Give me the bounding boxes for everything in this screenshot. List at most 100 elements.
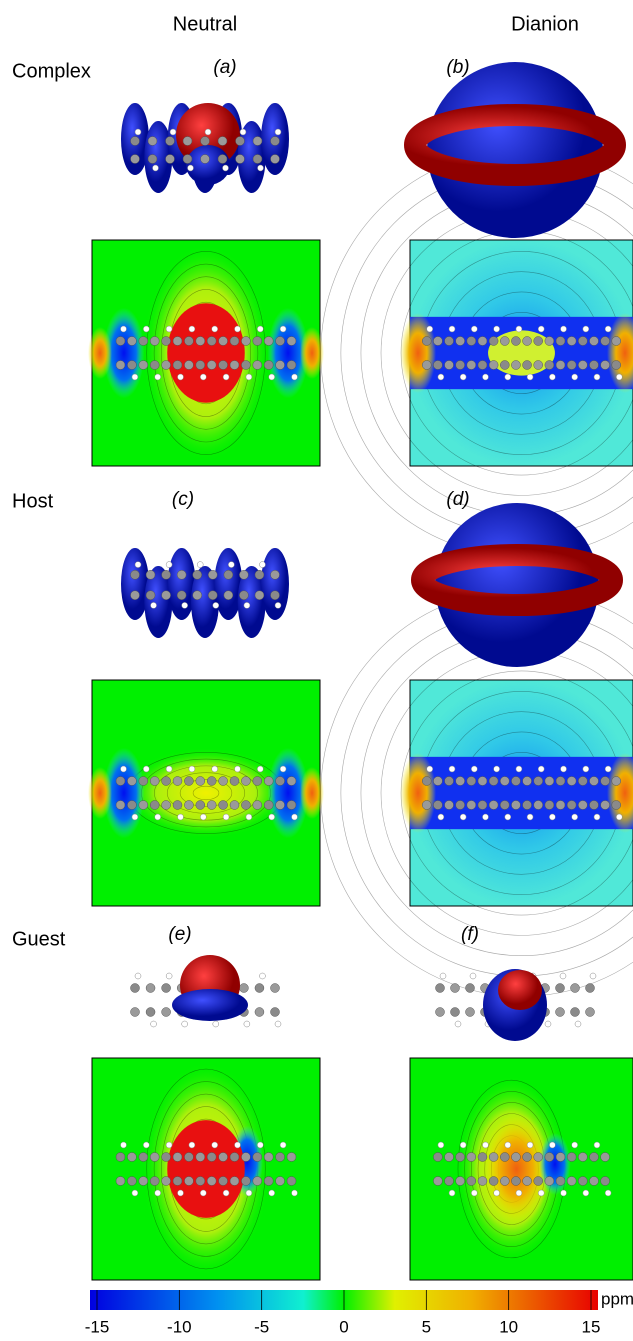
atom bbox=[241, 1152, 251, 1162]
blue-iso bbox=[191, 566, 219, 638]
hydrogen bbox=[211, 765, 218, 773]
orange-lobe bbox=[400, 313, 436, 393]
atom bbox=[544, 1176, 555, 1186]
atom bbox=[566, 360, 577, 370]
atom bbox=[252, 136, 263, 146]
atom bbox=[600, 800, 610, 810]
hydrogen bbox=[268, 373, 275, 381]
atom bbox=[589, 1176, 599, 1186]
atom bbox=[254, 570, 265, 580]
red-iso bbox=[498, 970, 542, 1010]
atom bbox=[138, 1152, 149, 1162]
hydrogen bbox=[150, 602, 157, 609]
atom bbox=[455, 1176, 465, 1186]
hydrogen bbox=[120, 1141, 127, 1149]
atom bbox=[200, 154, 210, 164]
atom bbox=[455, 800, 465, 810]
atom bbox=[145, 590, 156, 600]
atom bbox=[465, 983, 475, 993]
atom bbox=[192, 570, 202, 580]
atom bbox=[444, 776, 454, 786]
atom bbox=[192, 590, 202, 600]
orange-lobe bbox=[88, 767, 112, 819]
atom bbox=[466, 1152, 477, 1162]
contour-line bbox=[161, 276, 251, 430]
atom bbox=[544, 336, 555, 346]
panel-label: (f) bbox=[461, 924, 479, 945]
hydrogen bbox=[234, 765, 241, 773]
blue-iso bbox=[167, 548, 196, 620]
atom bbox=[206, 776, 217, 786]
atom bbox=[286, 776, 297, 786]
atom bbox=[115, 776, 126, 786]
atom bbox=[578, 800, 588, 810]
atom bbox=[172, 360, 183, 370]
core bbox=[488, 330, 555, 376]
blue-iso bbox=[261, 548, 289, 620]
contour-line bbox=[166, 772, 246, 814]
hydrogen bbox=[504, 813, 512, 821]
atom bbox=[589, 1152, 599, 1162]
atom bbox=[270, 154, 280, 164]
colorbar-tick-label: 0 bbox=[339, 1317, 348, 1336]
atom bbox=[161, 590, 171, 600]
lobe bbox=[123, 747, 289, 839]
orange-lobe bbox=[88, 327, 112, 379]
hydrogen bbox=[169, 128, 177, 136]
hydrogen bbox=[515, 325, 523, 333]
hydrogen bbox=[549, 373, 556, 381]
atom bbox=[444, 1152, 454, 1162]
atom bbox=[115, 1176, 126, 1186]
atom bbox=[138, 336, 149, 346]
atom bbox=[286, 1152, 297, 1162]
atom bbox=[208, 590, 218, 600]
atom bbox=[533, 1176, 543, 1186]
atom bbox=[511, 360, 521, 370]
atom bbox=[286, 1176, 297, 1186]
atom bbox=[145, 570, 156, 580]
atom bbox=[600, 1152, 610, 1162]
atom bbox=[421, 776, 432, 786]
panel-label: (e) bbox=[168, 924, 191, 945]
atom bbox=[477, 1152, 488, 1162]
hydrogen bbox=[177, 373, 184, 381]
atom bbox=[578, 360, 588, 370]
atom bbox=[130, 590, 140, 600]
hydrogen bbox=[560, 765, 567, 773]
blue-iso bbox=[121, 548, 149, 620]
hydrogen bbox=[257, 1141, 264, 1149]
hydrogen bbox=[616, 813, 623, 821]
hydrogen bbox=[239, 128, 247, 136]
atom bbox=[477, 776, 488, 786]
atom bbox=[241, 336, 251, 346]
atom bbox=[206, 1176, 217, 1186]
atom bbox=[566, 1176, 577, 1186]
atom bbox=[229, 360, 240, 370]
atom bbox=[138, 1176, 149, 1186]
column-header: Dianion bbox=[511, 13, 579, 35]
atom bbox=[127, 1152, 137, 1162]
hydrogen bbox=[593, 373, 601, 381]
atom bbox=[270, 590, 280, 600]
atom bbox=[218, 360, 228, 370]
hydrogen bbox=[582, 765, 590, 773]
atom bbox=[161, 983, 171, 993]
atom bbox=[239, 590, 249, 600]
hydrogen bbox=[437, 813, 445, 821]
atom bbox=[444, 336, 454, 346]
atom bbox=[275, 360, 285, 370]
hydrogen bbox=[200, 813, 207, 821]
atom bbox=[522, 800, 532, 810]
atom bbox=[500, 776, 510, 786]
atom bbox=[195, 360, 206, 370]
hydrogen bbox=[571, 373, 578, 381]
atom bbox=[585, 983, 595, 993]
hydrogen bbox=[526, 1141, 534, 1149]
atom bbox=[145, 1007, 156, 1017]
hydrogen bbox=[604, 1189, 612, 1197]
hydrogen bbox=[459, 1141, 467, 1149]
atom bbox=[533, 1152, 543, 1162]
atom bbox=[165, 136, 175, 146]
atom bbox=[544, 1152, 555, 1162]
atom bbox=[488, 800, 499, 810]
